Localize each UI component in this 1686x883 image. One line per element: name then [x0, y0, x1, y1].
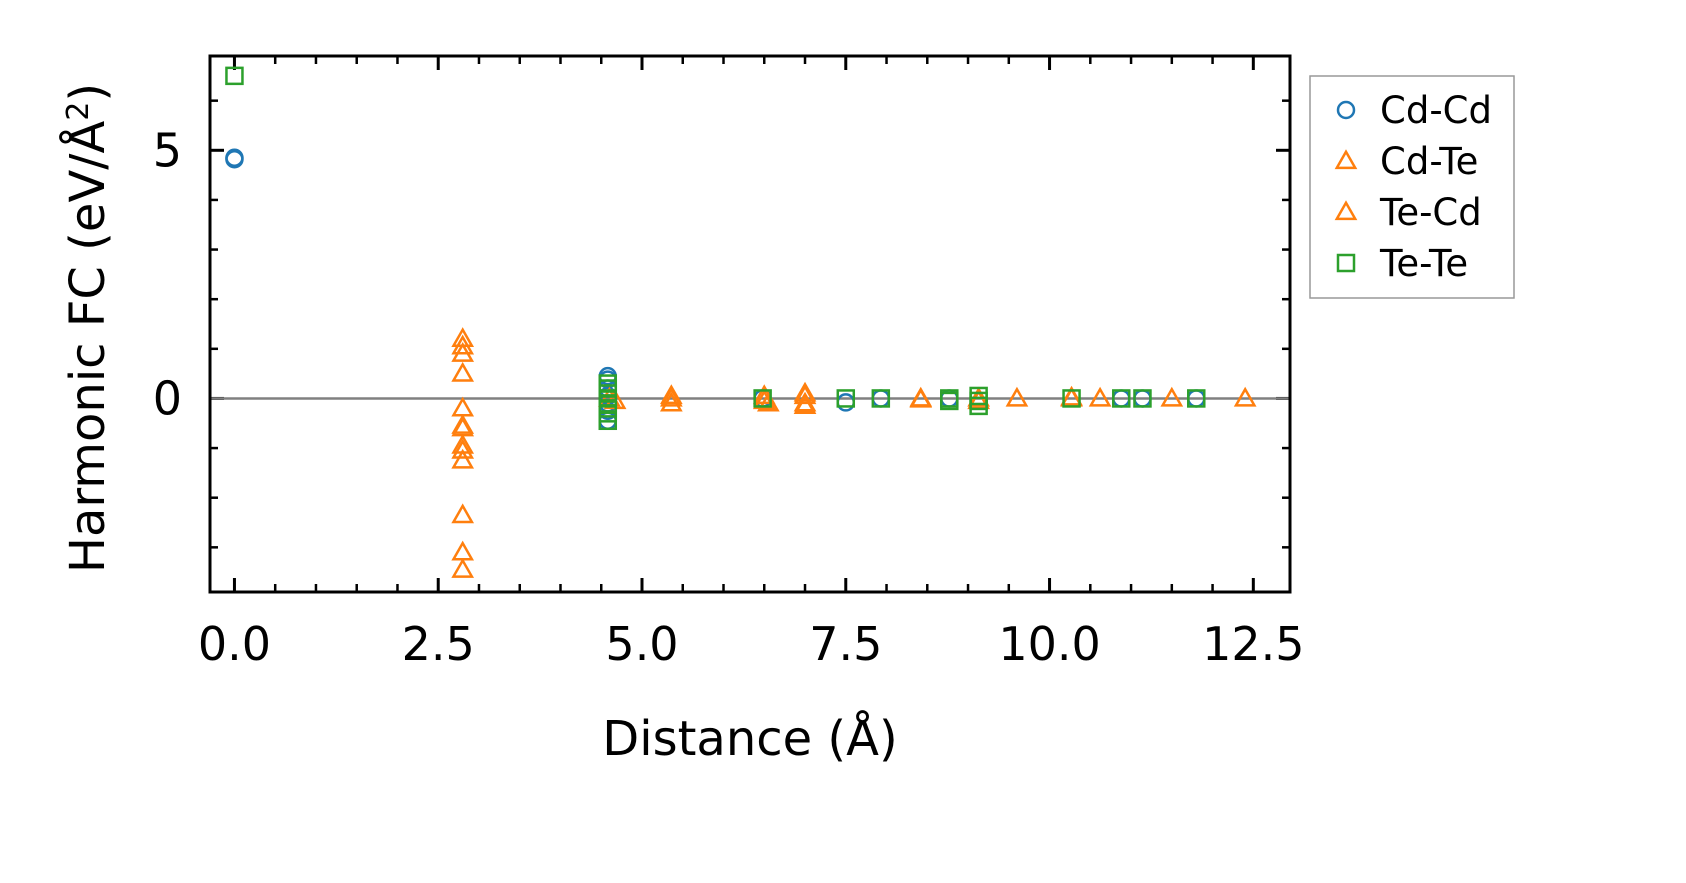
- data-point-te-cd: [793, 391, 817, 412]
- x-tick-label: 12.5: [1202, 617, 1304, 671]
- data-point-te-te: [598, 411, 618, 431]
- data-point-te-cd: [1060, 385, 1083, 406]
- data-point-cd-te: [451, 557, 475, 578]
- data-point-te-te: [1112, 389, 1131, 408]
- y-axis-title-main: Harmonic FC (eV/Å: [59, 121, 116, 574]
- x-axis-title: Distance (Å): [602, 710, 897, 767]
- data-point-te-cd: [793, 384, 817, 405]
- x-tick-label: 0.0: [198, 617, 271, 671]
- data-point-te-te: [871, 389, 891, 408]
- legend-label-te-cd: Te-Cd: [1379, 191, 1482, 234]
- x-tick-label: 5.0: [605, 617, 678, 671]
- y-axis-title-superscript: 2: [61, 102, 96, 121]
- legend-label-te-te: Te-Te: [1379, 242, 1468, 285]
- series-te-te: [225, 66, 1206, 431]
- legend-marker-te-te: [1336, 253, 1356, 273]
- data-points: [225, 66, 1257, 578]
- data-point-te-te: [940, 391, 959, 411]
- legend-marker-te-cd: [1334, 200, 1358, 221]
- data-point-te-te: [1062, 389, 1081, 408]
- y-tick-label: 5: [153, 123, 182, 177]
- data-point-cd-te: [451, 361, 475, 382]
- tick-labels: 0.0 2.5 5.0 7.5 10.0 12.5 0 5: [153, 123, 1305, 671]
- series-te-cd: [598, 384, 1083, 412]
- x-tick-label: 10.0: [998, 617, 1100, 671]
- data-point-cd-te: [1005, 386, 1029, 407]
- y-axis-title: Harmonic FC (eV/Å2): [59, 83, 116, 573]
- data-point-te-te: [225, 66, 244, 86]
- legend-label-cd-te: Cd-Te: [1380, 140, 1478, 183]
- data-point-cd-te: [659, 391, 683, 412]
- x-tick-label: 7.5: [809, 617, 882, 671]
- data-point-cd-te: [1088, 386, 1112, 407]
- plot-frame: [208, 54, 1292, 594]
- data-point-cd-te: [451, 438, 475, 459]
- data-point-cd-te: [451, 448, 475, 469]
- data-point-te-te: [753, 389, 772, 408]
- data-point-te-te: [1187, 389, 1206, 408]
- data-point-te-cd: [752, 389, 776, 410]
- data-point-te-cd: [909, 387, 933, 408]
- legend-marker-cd-cd: [1336, 100, 1356, 120]
- legend-box: [1309, 75, 1515, 299]
- data-point-cd-te: [451, 342, 475, 362]
- data-point-cd-cd: [225, 148, 244, 167]
- legend-label-cd-cd: Cd-Cd: [1380, 89, 1492, 132]
- legend-marker-cd-te: [1334, 149, 1358, 170]
- data-point-te-te: [969, 396, 988, 416]
- legend: Cd-Cd Cd-Te Te-Cd Te-Te: [1309, 75, 1515, 299]
- y-axis-title-close: ): [60, 83, 116, 102]
- x-tick-label: 2.5: [402, 617, 475, 671]
- data-point-te-te: [1133, 389, 1152, 408]
- data-point-te-cd: [659, 386, 683, 407]
- data-point-cd-te: [451, 334, 475, 355]
- data-point-cd-te: [451, 503, 475, 524]
- y-tick-label: 0: [153, 371, 182, 425]
- data-point-te-te: [836, 389, 856, 408]
- data-point-cd-te: [1160, 386, 1184, 407]
- data-point-cd-te: [1233, 386, 1257, 407]
- data-point-cd-te: [756, 391, 780, 412]
